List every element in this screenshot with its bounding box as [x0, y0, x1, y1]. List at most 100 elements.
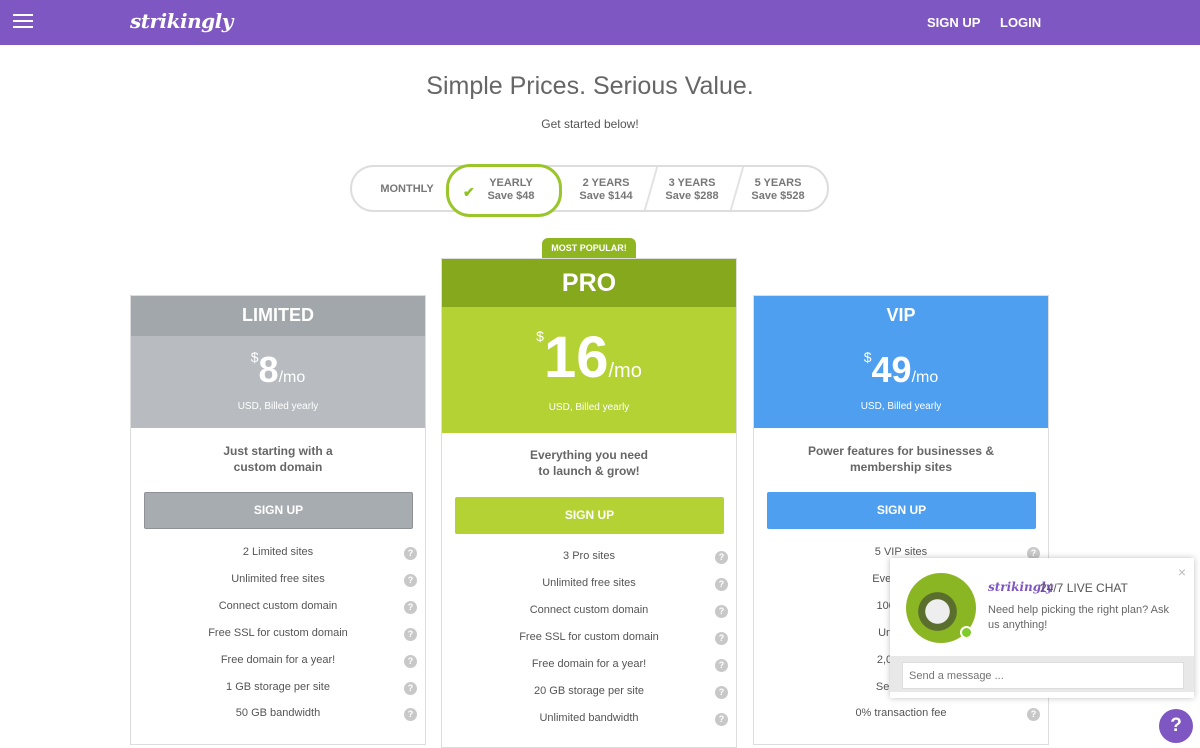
- billing-option-savings: Save $144: [579, 190, 633, 202]
- question-icon[interactable]: ?: [404, 628, 417, 641]
- feature-row: 2 Limited sites?: [131, 546, 425, 562]
- chat-message-input[interactable]: [902, 662, 1184, 689]
- billing-option-monthly[interactable]: MONTHLY: [360, 167, 454, 210]
- price-amount: 16: [543, 325, 609, 390]
- billing-option-yearly[interactable]: ✔ YEARLY Save $48: [446, 164, 562, 217]
- feature-text: 0% transaction fee: [855, 707, 947, 719]
- billing-option-savings: Save $288: [665, 190, 719, 202]
- plan-description-line: custom domain: [233, 460, 323, 474]
- feature-text: Free domain for a year!: [531, 658, 647, 670]
- plan-price: $49/mo: [754, 349, 1048, 391]
- chat-brand: strikingly: [988, 580, 1053, 594]
- feature-text: 3 Pro sites: [563, 550, 615, 562]
- plan-header: [131, 296, 425, 336]
- price-currency: $: [863, 349, 872, 365]
- question-icon[interactable]: ?: [404, 682, 417, 695]
- plan-name: PRO: [561, 269, 617, 297]
- question-icon[interactable]: ?: [1027, 547, 1040, 560]
- signup-button-limited[interactable]: SIGN UP: [144, 492, 413, 529]
- login-link[interactable]: LOGIN: [1000, 15, 1042, 30]
- feature-text: Free domain for a year!: [220, 654, 336, 666]
- plan-description: Power features for businesses & membersh…: [754, 443, 1048, 475]
- feature-row: 5 VIP sites?: [754, 546, 1048, 562]
- price-currency: $: [536, 328, 544, 344]
- question-icon[interactable]: ?: [404, 708, 417, 721]
- question-icon[interactable]: ?: [715, 578, 728, 591]
- plan-description-line: to launch & grow!: [538, 464, 640, 478]
- price-period: /mo: [911, 369, 939, 386]
- plan-card-pro: PRO $16/mo USD, Billed yearly Everything…: [441, 258, 737, 748]
- price-currency: $: [250, 349, 259, 365]
- feature-row: Unlimited free sites?: [131, 573, 425, 589]
- feature-row: 0% transaction fee?: [754, 707, 1048, 723]
- plan-description: Everything you need to launch & grow!: [442, 447, 736, 479]
- billing-option-3-years[interactable]: 3 YEARS Save $288: [648, 167, 736, 210]
- plan-price: $8/mo: [131, 349, 425, 391]
- plan-price-area: [131, 336, 425, 428]
- feature-text: Unlimited free sites: [231, 573, 325, 585]
- question-icon[interactable]: ?: [715, 632, 728, 645]
- billing-option-label: 3 YEARS: [668, 177, 716, 189]
- feature-text: Unlimited free sites: [542, 577, 636, 589]
- plan-price-area: [442, 307, 736, 433]
- brand-logo[interactable]: strikingly: [130, 9, 233, 33]
- feature-text: 2 Limited sites: [242, 546, 314, 558]
- question-icon[interactable]: ?: [1027, 708, 1040, 721]
- price-amount: 49: [871, 349, 912, 390]
- signup-button-vip[interactable]: SIGN UP: [767, 492, 1036, 529]
- billing-period-selector: MONTHLY ✔ YEARLY Save $48 2 YEARS Save $…: [350, 164, 829, 217]
- feature-row: Connect custom domain?: [131, 600, 425, 616]
- check-icon: ✔: [463, 184, 475, 200]
- page-title: Simple Prices. Serious Value.: [426, 72, 754, 100]
- question-icon[interactable]: ?: [715, 605, 728, 618]
- feature-text: Connect custom domain: [529, 604, 649, 616]
- feature-text: Connect custom domain: [218, 600, 338, 612]
- billing-option-label: 5 YEARS: [754, 177, 802, 189]
- plan-name: LIMITED: [242, 305, 314, 325]
- most-popular-badge: MOST POPULAR!: [542, 238, 636, 258]
- feature-row: 50 GB bandwidth?: [131, 707, 425, 723]
- price-period: /mo: [278, 369, 306, 386]
- feature-text: 20 GB storage per site: [533, 685, 645, 697]
- signup-button-pro[interactable]: SIGN UP: [455, 497, 724, 534]
- billing-option-2-years[interactable]: 2 YEARS Save $144: [562, 167, 650, 210]
- plan-price: $16/mo: [442, 324, 736, 391]
- billing-option-5-years[interactable]: 5 YEARS Save $528: [734, 167, 822, 210]
- question-icon[interactable]: ?: [715, 713, 728, 726]
- feature-row: Free domain for a year!?: [131, 654, 425, 670]
- plan-description-line: membership sites: [849, 460, 953, 474]
- online-status-indicator: [960, 626, 973, 639]
- billing-option-label: MONTHLY: [380, 183, 434, 195]
- question-icon[interactable]: ?: [404, 601, 417, 614]
- feature-text: Free SSL for custom domain: [519, 631, 659, 643]
- feature-row: Unlimited bandwidth?: [442, 712, 736, 728]
- close-icon[interactable]: ×: [1177, 564, 1186, 580]
- feature-text: 1 GB storage per site: [226, 681, 330, 693]
- billing-option-savings: Save $48: [487, 190, 535, 202]
- chat-greeting: Need help picking the right plan? Ask us…: [988, 604, 1170, 631]
- plan-name: VIP: [886, 305, 916, 325]
- signup-link[interactable]: SIGN UP: [927, 15, 981, 30]
- plan-description-line: Everything you need: [529, 448, 649, 462]
- feature-row: Unlimited free sites?: [442, 577, 736, 593]
- question-icon[interactable]: ?: [715, 659, 728, 672]
- question-icon[interactable]: ?: [404, 547, 417, 560]
- question-icon[interactable]: ?: [715, 686, 728, 699]
- price-period: /mo: [608, 360, 642, 382]
- chat-title: 24/7 LIVE CHAT: [1040, 581, 1128, 595]
- feature-row: Free SSL for custom domain?: [131, 627, 425, 643]
- feature-row: Free SSL for custom domain?: [442, 631, 736, 647]
- feature-text: 5 VIP sites: [874, 546, 928, 558]
- price-amount: 8: [258, 349, 279, 390]
- plan-description-line: Power features for businesses &: [807, 444, 995, 458]
- feature-row: 3 Pro sites?: [442, 550, 736, 566]
- hamburger-icon[interactable]: [13, 14, 33, 28]
- help-button[interactable]: ?: [1159, 709, 1193, 743]
- page-subtitle: Get started below!: [541, 117, 639, 131]
- question-icon[interactable]: ?: [715, 551, 728, 564]
- feature-row: Free domain for a year!?: [442, 658, 736, 674]
- question-icon[interactable]: ?: [404, 574, 417, 587]
- billing-option-savings: Save $528: [751, 190, 805, 202]
- question-icon[interactable]: ?: [404, 655, 417, 668]
- billing-note: USD, Billed yearly: [237, 401, 319, 412]
